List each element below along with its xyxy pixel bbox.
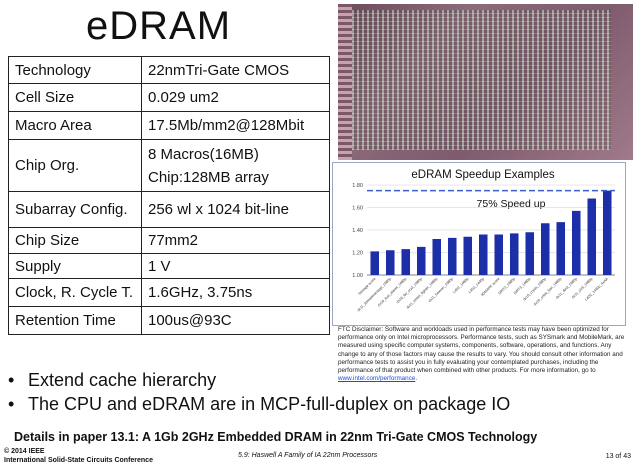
spec-value: 17.5Mb/mm2@128Mbit [141, 111, 330, 140]
list-item: Extend cache hierarchy [8, 368, 510, 392]
chart-bar [494, 234, 504, 275]
spec-value: 22nmTri-Gate CMOS [141, 56, 330, 84]
footer-copyright: © 2014 IEEE International Solid-State Ci… [4, 447, 153, 465]
chart-bar [385, 250, 395, 275]
table-row: Cell Size 0.029 um2 [8, 83, 330, 112]
page-number: 13 of 43 [605, 453, 631, 460]
chart-svg: eDRAM Speedup Examples 75% Speed up 1.00… [352, 169, 615, 312]
table-row: Retention Time 100us@93C [8, 306, 330, 335]
spec-key: Chip Size [8, 227, 142, 254]
chart-bar [447, 237, 457, 275]
chart-bar [587, 198, 597, 275]
chart-bar [416, 246, 426, 275]
table-row: Supply 1 V [8, 253, 330, 279]
spec-value: 100us@93C [141, 306, 330, 335]
spec-value: 8 Macros(16MB) Chip:128MB array [141, 139, 330, 192]
spec-key: Cell Size [8, 83, 142, 112]
chart-bar [525, 232, 535, 275]
chart-title: eDRAM Speedup Examples [411, 169, 554, 181]
table-row: Chip Org. 8 Macros(16MB) Chip:128MB arra… [8, 139, 330, 192]
slide-title: eDRAM [86, 4, 232, 48]
spec-key: Chip Org. [8, 139, 142, 192]
spec-key: Macro Area [8, 111, 142, 140]
spec-value-line: 8 Macros(16MB) [148, 145, 259, 163]
spec-value: 1 V [141, 253, 330, 279]
footer-session: 5.9: Haswell A Family of IA 22nm Process… [238, 452, 378, 459]
x-tick-label: dx10_lost_planet_1080p [377, 277, 408, 308]
chart-bar [463, 236, 473, 275]
chart-bar [540, 223, 550, 275]
disclaimer-text: FTC Disclaimer: Software and workloads u… [338, 326, 625, 375]
spec-value: 77mm2 [141, 227, 330, 254]
die-photo [338, 4, 633, 160]
y-tick-label: 1.60 [352, 206, 363, 212]
table-row: Chip Size 77mm2 [8, 227, 330, 254]
spec-value: 0.029 um2 [141, 83, 330, 112]
details-note: Details in paper 13.1: A 1Gb 2GHz Embedd… [14, 430, 538, 444]
spec-key: Retention Time [8, 306, 142, 335]
y-tick-label: 1.20 [352, 251, 363, 257]
table-row: Technology 22nmTri-Gate CMOS [8, 56, 330, 84]
table-row: Subarray Config. 256 wl x 1024 bit-line [8, 191, 330, 228]
chart-bar [556, 222, 566, 275]
chart-annotation: 75% Speed up [477, 198, 546, 210]
conference-name: International Solid-State Circuits Confe… [4, 457, 153, 464]
spec-key: Technology [8, 56, 142, 84]
chart-bar [401, 249, 411, 275]
y-tick-label: 1.80 [352, 183, 363, 189]
spec-table: Technology 22nmTri-Gate CMOS Cell Size 0… [8, 56, 330, 335]
chart-bar [432, 239, 442, 275]
copyright-text: © 2014 IEEE [4, 448, 45, 455]
speedup-chart: eDRAM Speedup Examples 75% Speed up 1.00… [332, 162, 626, 326]
spec-value: 256 wl x 1024 bit-line [141, 191, 330, 228]
table-row: Macro Area 17.5Mb/mm2@128Mbit [8, 111, 330, 140]
chart-bar [571, 210, 581, 275]
spec-key: Clock, R. Cycle T. [8, 278, 142, 307]
y-tick-label: 1.00 [352, 273, 363, 279]
table-row: Clock, R. Cycle T. 1.6GHz, 3.75ns [8, 278, 330, 307]
y-tick-label: 1.40 [352, 228, 363, 234]
chart-bar [478, 234, 488, 275]
chart-bar [602, 190, 612, 275]
x-tick-label: dx10_crisis_fpsr_1080p [533, 277, 563, 307]
spec-key: Subarray Config. [8, 191, 142, 228]
chart-bar [370, 251, 380, 275]
spec-value-line: Chip:128MB array [148, 168, 269, 186]
chart-bar [509, 233, 519, 275]
spec-value: 1.6GHz, 3.75ns [141, 278, 330, 307]
spec-key: Supply [8, 253, 142, 279]
bullet-list: Extend cache hierarchy The CPU and eDRAM… [8, 368, 510, 416]
list-item: The CPU and eDRAM are in MCP-full-duplex… [8, 392, 510, 416]
